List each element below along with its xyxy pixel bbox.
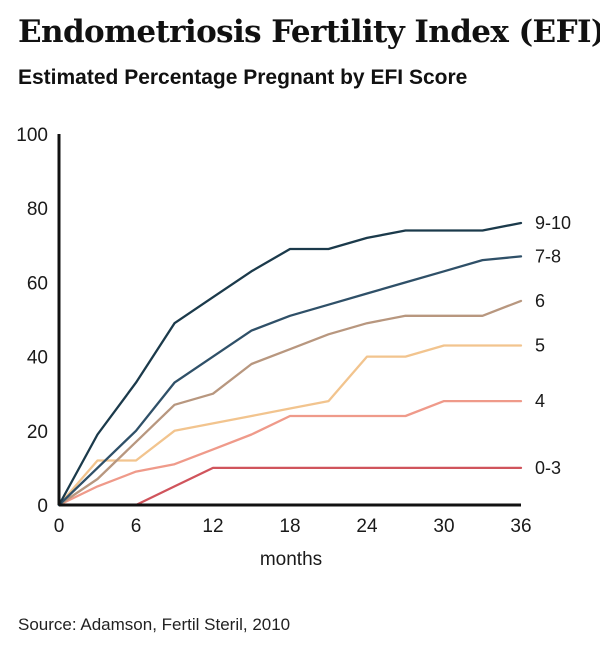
x-tick-label: 24 bbox=[356, 516, 378, 537]
x-tick-label: 0 bbox=[54, 516, 65, 537]
y-tick-label: 40 bbox=[27, 348, 48, 369]
series-line-9-10 bbox=[57, 221, 523, 507]
series-line-4 bbox=[57, 399, 523, 507]
chart-subtitle: Estimated Percentage Pregnant by EFI Sco… bbox=[18, 66, 468, 89]
x-tick-label: 30 bbox=[433, 516, 454, 537]
x-tick-label: 36 bbox=[510, 516, 531, 537]
y-tick-labels: 0 20 40 60 80 100 bbox=[16, 125, 48, 517]
chart-title: Endometriosis Fertility Index (EFI) bbox=[18, 14, 600, 50]
series-line-6 bbox=[57, 299, 523, 507]
series-line-7-8 bbox=[57, 255, 523, 507]
series-label-5: 5 bbox=[535, 335, 545, 355]
y-tick-label: 0 bbox=[37, 496, 48, 517]
series-label-7-8: 7-8 bbox=[535, 246, 561, 266]
series-labels: 9-10 7-8 6 5 4 0-3 bbox=[535, 213, 571, 478]
x-tick-label: 18 bbox=[279, 516, 300, 537]
x-tick-label: 6 bbox=[131, 516, 142, 537]
x-tick-label: 12 bbox=[202, 516, 223, 537]
y-tick-label: 20 bbox=[27, 422, 48, 443]
x-axis-title: months bbox=[260, 549, 322, 570]
series-label-9-10: 9-10 bbox=[535, 213, 571, 233]
series-layer bbox=[57, 221, 523, 507]
series-label-4: 4 bbox=[535, 391, 545, 411]
y-tick-label: 80 bbox=[27, 199, 48, 220]
y-tick-label: 60 bbox=[27, 273, 48, 294]
x-tick-labels: 0 6 12 18 24 30 36 bbox=[54, 516, 532, 537]
series-line-5 bbox=[57, 344, 523, 507]
series-label-6: 6 bbox=[535, 291, 545, 311]
series-label-0-3: 0-3 bbox=[535, 458, 561, 478]
source-note: Source: Adamson, Fertil Steril, 2010 bbox=[18, 615, 291, 634]
y-tick-label: 100 bbox=[16, 125, 48, 146]
